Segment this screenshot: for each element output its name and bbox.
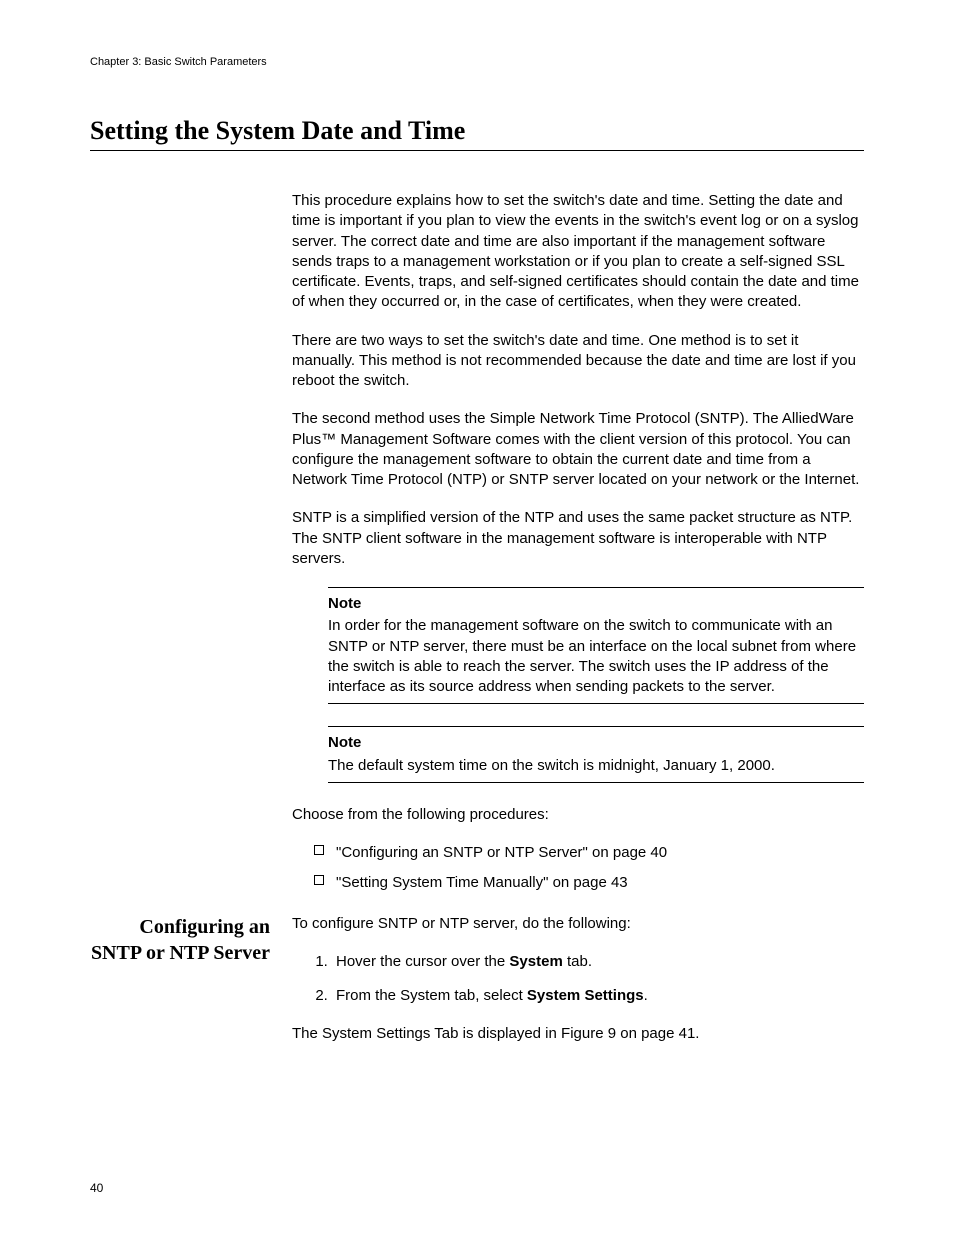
page: Chapter 3: Basic Switch Parameters Setti…: [0, 0, 954, 1235]
checkbox-icon: [314, 845, 324, 855]
list-item-text: "Setting System Time Manually" on page 4…: [336, 874, 628, 891]
note-box: Note In order for the management softwar…: [328, 587, 864, 704]
intro-body: This procedure explains how to set the s…: [292, 191, 864, 914]
step-item: From the System tab, select System Setti…: [332, 986, 864, 1006]
config-lead: To configure SNTP or NTP server, do the …: [292, 914, 864, 934]
list-item-text: "Configuring an SNTP or NTP Server" on p…: [336, 844, 667, 861]
note-box: Note The default system time on the swit…: [328, 726, 864, 783]
config-block: Configuring an SNTP or NTP Server To con…: [90, 914, 864, 1063]
paragraph: SNTP is a simplified version of the NTP …: [292, 508, 864, 569]
step-text: Hover the cursor over the: [336, 953, 509, 970]
page-number: 40: [90, 1181, 103, 1195]
list-item: "Configuring an SNTP or NTP Server" on p…: [314, 843, 864, 863]
choose-lead: Choose from the following procedures:: [292, 805, 864, 825]
config-body: To configure SNTP or NTP server, do the …: [292, 914, 864, 1063]
step-text: From the System tab, select: [336, 987, 527, 1004]
checkbox-icon: [314, 875, 324, 885]
step-bold: System: [509, 953, 562, 970]
step-text: tab.: [563, 953, 592, 970]
note-body: In order for the management software on …: [328, 616, 864, 697]
step-result: The System Settings Tab is displayed in …: [292, 1024, 864, 1044]
paragraph: This procedure explains how to set the s…: [292, 191, 864, 313]
step-item: Hover the cursor over the System tab.: [332, 952, 864, 972]
note-body: The default system time on the switch is…: [328, 756, 864, 776]
section-title: Setting the System Date and Time: [90, 116, 864, 151]
running-head: Chapter 3: Basic Switch Parameters: [90, 56, 864, 68]
paragraph: The second method uses the Simple Networ…: [292, 409, 864, 490]
note-label: Note: [328, 594, 864, 614]
sidehead-configuring: Configuring an SNTP or NTP Server: [90, 914, 270, 1063]
step-bold: System Settings: [527, 987, 644, 1004]
procedure-list: "Configuring an SNTP or NTP Server" on p…: [292, 843, 864, 894]
sidehead-empty: [90, 191, 270, 914]
paragraph: There are two ways to set the switch's d…: [292, 331, 864, 392]
note-label: Note: [328, 733, 864, 753]
list-item: "Setting System Time Manually" on page 4…: [314, 873, 864, 893]
steps-list: Hover the cursor over the System tab. Fr…: [292, 952, 864, 1007]
step-text: .: [644, 987, 648, 1004]
intro-block: This procedure explains how to set the s…: [90, 191, 864, 914]
